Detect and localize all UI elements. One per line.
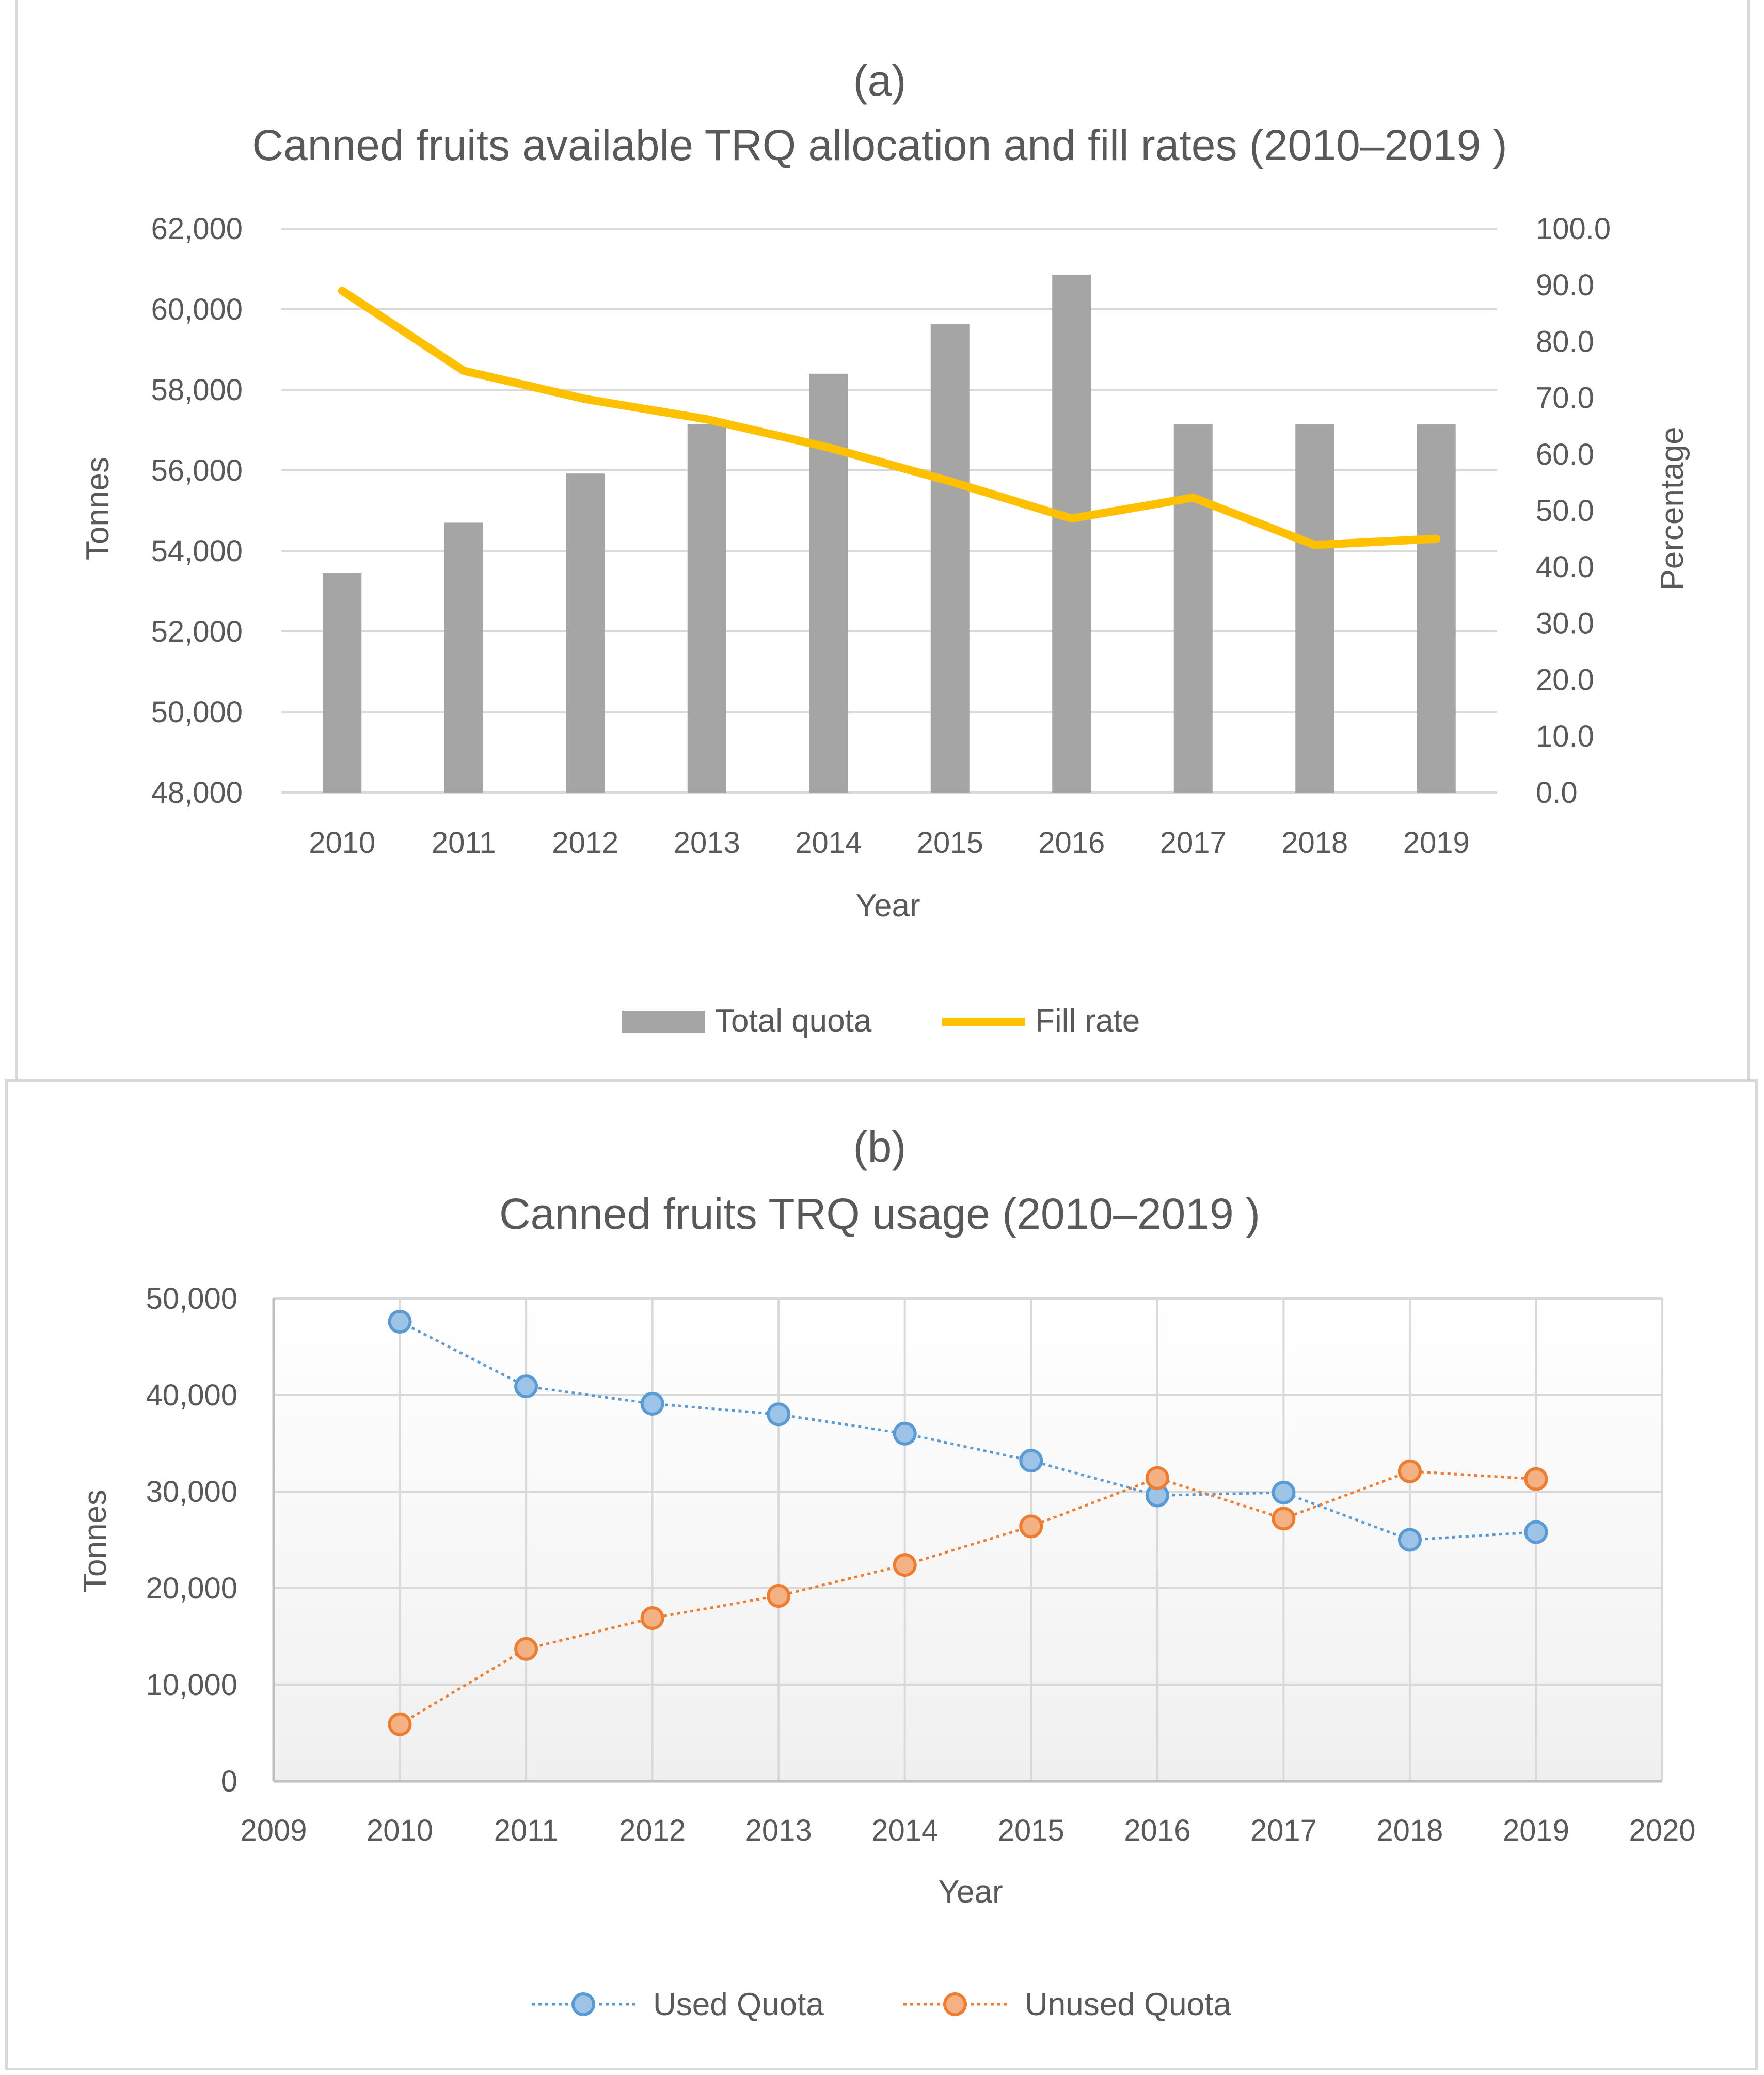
chart-panel-a [15, 0, 1750, 1084]
point-unused-quota [1397, 1459, 1422, 1483]
bar-total-quota [444, 522, 483, 793]
x-tick-label: 2012 [552, 826, 618, 860]
y2-tick-label: 40.0 [1536, 550, 1594, 584]
x-tick-label: 2013 [745, 1814, 812, 1847]
y2-tick-label: 80.0 [1536, 325, 1594, 358]
point-unused-quota [1145, 1466, 1169, 1490]
x-tick-label: 2012 [619, 1814, 686, 1847]
bar-total-quota [809, 373, 848, 793]
point-used-quota [1397, 1528, 1422, 1552]
line-unused-quota [399, 1470, 1536, 1725]
x-tick-label: 2016 [1124, 1814, 1190, 1847]
legend-label-fill-rate: Fill rate [1035, 1003, 1140, 1039]
chart-a-x-axis-title: Year [855, 888, 920, 924]
x-tick-label: 2020 [1629, 1814, 1695, 1847]
legend-label-used-quota: Used Quota [653, 1987, 824, 2022]
chart-a-panel-label: (a) [853, 56, 907, 105]
x-tick-label: 2017 [1160, 826, 1227, 860]
point-unused-quota [640, 1606, 664, 1630]
x-tick-label: 2018 [1376, 1814, 1443, 1847]
legend-swatch-total-quota [622, 1011, 705, 1033]
y-tick-label: 58,000 [151, 373, 243, 407]
y2-tick-label: 100.0 [1536, 212, 1611, 246]
point-unused-quota [1524, 1467, 1548, 1491]
bar-total-quota [1417, 424, 1456, 793]
x-tick-label: 2015 [998, 1814, 1064, 1847]
point-unused-quota [893, 1553, 917, 1577]
y2-tick-label: 70.0 [1536, 382, 1594, 415]
point-used-quota [767, 1402, 791, 1427]
point-unused-quota [388, 1712, 412, 1736]
x-tick-label: 2014 [871, 1814, 938, 1847]
x-tick-label: 2011 [432, 826, 496, 860]
chart-a-title: Canned fruits available TRQ allocation a… [252, 121, 1507, 169]
y2-tick-label: 50.0 [1536, 494, 1594, 528]
y-tick-label: 60,000 [151, 293, 243, 326]
legend-label-unused-quota: Unused Quota [1025, 1987, 1231, 2022]
x-tick-label: 2010 [309, 826, 375, 860]
y-tick-label: 10,000 [146, 1668, 237, 1702]
y-tick-label: 30,000 [146, 1475, 237, 1509]
x-tick-label: 2019 [1403, 826, 1470, 860]
bar-total-quota [323, 573, 362, 793]
chart-b-title: Canned fruits TRQ usage (2010–2019 ) [499, 1190, 1260, 1238]
chart-b-plot: 0 10,000 20,000 30,000 40,000 50,000 2009 2010 2… [146, 1282, 1696, 1847]
point-unused-quota [1019, 1514, 1043, 1539]
y-tick-label: 50,000 [146, 1282, 237, 1316]
bar-total-quota [930, 324, 970, 793]
point-used-quota [640, 1391, 664, 1416]
chart-b-y-axis-title: Tonnes [77, 1490, 113, 1593]
x-tick-label: 2015 [917, 826, 983, 860]
chart-b-x-axis-title: Year [938, 1874, 1003, 1910]
chart-a-y2-axis-title: Percentage [1655, 426, 1690, 590]
point-used-quota [514, 1374, 538, 1399]
y-tick-label: 52,000 [151, 615, 243, 648]
y-tick-label: 0 [221, 1765, 237, 1798]
y-tick-label: 62,000 [151, 212, 243, 246]
y-tick-label: 20,000 [146, 1572, 237, 1605]
legend-marker-unused-quota [943, 1992, 967, 2016]
bar-total-quota [566, 473, 605, 793]
point-used-quota [1272, 1480, 1296, 1504]
chart-a-plot: 48,000 50,000 52,000 54,000 56,000 58,000 60,0… [151, 212, 1611, 860]
x-tick-label: 2011 [494, 1814, 559, 1847]
y-tick-label: 40,000 [146, 1379, 237, 1412]
y2-tick-label: 0.0 [1536, 776, 1578, 810]
point-used-quota [1019, 1449, 1043, 1473]
point-used-quota [893, 1421, 917, 1446]
point-used-quota [388, 1309, 412, 1334]
x-tick-label: 2013 [674, 826, 740, 860]
y2-tick-label: 20.0 [1536, 663, 1594, 697]
y2-tick-label: 10.0 [1536, 720, 1594, 753]
chart-a-y-axis-title: Tonnes [80, 457, 116, 560]
bar-total-quota [687, 424, 726, 793]
x-tick-label: 2016 [1038, 826, 1105, 860]
y-tick-label: 48,000 [151, 776, 243, 810]
legend-marker-used-quota [571, 1992, 595, 2016]
bar-total-quota [1295, 424, 1334, 793]
x-tick-label: 2019 [1503, 1814, 1569, 1847]
point-unused-quota [1272, 1507, 1296, 1531]
x-tick-label: 2014 [795, 826, 862, 860]
legend-label-total-quota: Total quota [715, 1003, 872, 1039]
y-tick-label: 56,000 [151, 454, 243, 487]
bar-total-quota [1173, 424, 1213, 793]
line-fill-rate [338, 287, 1441, 549]
plot-area-background [274, 1298, 1662, 1781]
bar-total-quota [1052, 274, 1091, 793]
y2-tick-label: 90.0 [1536, 268, 1594, 302]
x-tick-label: 2010 [367, 1814, 433, 1847]
point-unused-quota [514, 1637, 538, 1661]
y-tick-label: 54,000 [151, 534, 243, 568]
y2-tick-label: 60.0 [1536, 438, 1594, 471]
x-tick-label: 2018 [1281, 826, 1348, 860]
chart-b-panel-label: (b) [853, 1122, 907, 1171]
y2-tick-label: 30.0 [1536, 607, 1594, 640]
x-tick-label: 2009 [240, 1814, 307, 1847]
point-unused-quota [767, 1583, 791, 1608]
y-tick-label: 50,000 [151, 695, 243, 729]
point-used-quota [1524, 1520, 1548, 1544]
x-tick-label: 2017 [1250, 1814, 1317, 1847]
